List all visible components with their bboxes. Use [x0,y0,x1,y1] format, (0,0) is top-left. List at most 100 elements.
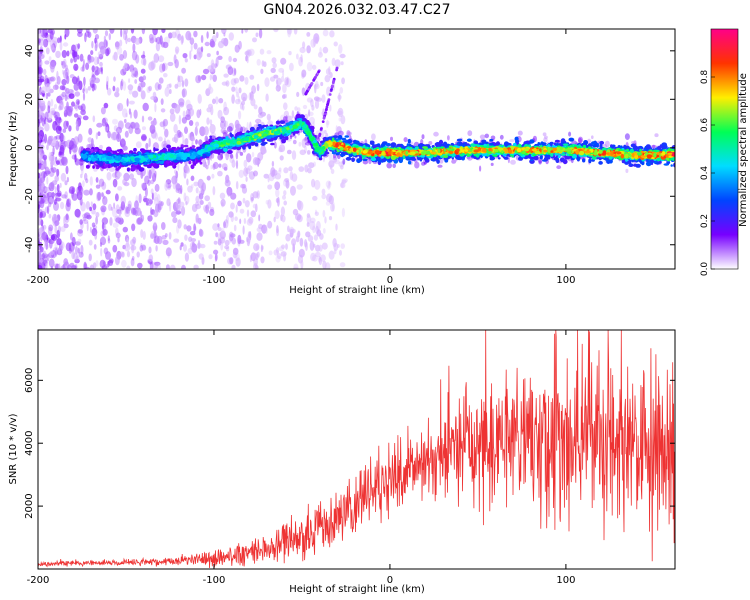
spectrogram-noise-mark [48,56,52,62]
spectrogram-noise-mark [160,98,164,105]
spectrogram-noise-mark [54,247,58,257]
spectrogram-noise-mark [128,100,135,105]
spectrogram-noise-mark [288,166,293,172]
spectrogram-noise-mark [38,147,42,153]
spectrogram-noise-mark [38,196,41,202]
spectrogram-noise-mark [142,197,150,203]
spectrogram-ridge-mark [275,120,281,125]
spectrogram-noise-mark [260,256,265,264]
spectrogram-noise-mark [101,207,106,216]
spectrogram-ridge-mark [341,137,347,141]
spectrogram-noise-mark [102,181,105,187]
spectrogram-noise-mark [160,201,164,207]
spectrogram-noise-mark [120,195,126,206]
spectrogram-noise-mark [41,231,48,241]
spectrogram-noise-mark [98,53,104,60]
spectrogram-noise-mark [148,169,152,180]
spectrogram-noise-mark [131,70,135,75]
spectrogram-noise-mark [218,163,222,168]
spectrogram-noise-mark [118,210,122,217]
spectrogram-noise-mark [54,220,60,227]
spectrogram-noise-mark [160,108,166,113]
spectrogram-ridge-mark [505,143,509,146]
spectrogram-noise-mark [43,197,50,204]
spectrogram-noise-mark [306,61,313,72]
spectrogram-noise-mark [296,91,300,97]
spectrogram-noise-mark [77,247,81,254]
spectrogram-noise-mark [293,263,299,269]
spectrogram-noise-mark [233,224,237,232]
spectrogram-noise-mark [55,125,62,135]
spectrogram-noise-mark [83,219,89,225]
spectrogram-ridge-mark [90,149,93,154]
spectrogram-noise-mark [274,210,280,220]
spectrogram-ridge-mark [583,140,589,145]
spectrogram-noise-mark [114,91,120,98]
spectrogram-noise-mark [89,226,92,233]
spectrogram-noise-mark [283,93,287,99]
spectrogram-halo-mark [517,130,523,136]
spectrogram-noise-mark [301,87,306,96]
spectrogram-ridge-mark [592,144,598,148]
spectrogram-ridge-mark [377,143,381,147]
spectrogram-noise-mark [38,38,41,44]
spectrogram-noise-mark [283,167,289,174]
spectrogram-noise-mark [224,245,230,250]
spectrogram-noise-mark [135,141,142,149]
spectrogram-noise-mark [163,73,168,78]
spectrogram-noise-mark [184,126,188,134]
spectrogram-noise-mark [339,53,346,59]
spectrogram-noise-mark [219,192,226,200]
spectrogram-noise-mark [321,193,327,200]
spectrogram-noise-mark [51,167,57,173]
spectrogram-noise-mark [313,83,320,90]
spectrogram-ridge-mark [588,158,592,164]
spectrogram-noise-mark [256,232,263,241]
spectrogram-noise-mark [41,253,45,260]
spectrogram-noise-mark [195,217,199,224]
spectrogram-noise-mark [294,106,298,111]
spectrogram-noise-mark [131,255,135,261]
spectrogram-noise-mark [89,176,93,186]
spectrogram-noise-mark [246,121,249,132]
spectrogram-noise-mark [235,152,239,160]
spectrogram-noise-mark [119,138,126,148]
spectrogram-noise-mark [306,32,311,37]
spectrogram-noise-mark [300,259,304,269]
spectrogram-noise-mark [148,61,155,71]
spectrogram-noise-mark [148,137,151,148]
spectrogram-noise-mark [205,88,211,97]
spectrogram-halo-mark [509,139,515,143]
spectrogram-noise-mark [314,251,321,258]
spectrogram-noise-mark [247,231,251,239]
spectrogram-noise-mark [208,254,213,260]
spectrogram-noise-mark [64,29,70,38]
spectrogram-noise-mark [198,229,204,237]
spectrogram-halo-mark [332,153,337,159]
spectrogram-noise-mark [39,257,45,267]
spectrogram-noise-mark [203,208,207,213]
spectrogram-noise-mark [108,33,112,41]
spectrogram-noise-mark [100,48,106,54]
spectrogram-ridge-mark [344,135,350,138]
spectrogram-ridge-mark [210,150,213,155]
spectrogram-noise-mark [74,208,81,218]
spectrogram-ridge-mark [549,141,554,145]
spectrogram-noise-mark [48,213,52,219]
spectrogram-noise-mark [132,90,139,98]
spectrogram-noise-mark [91,40,94,49]
spectrogram-noise-mark [309,116,315,125]
spectrogram-noise-mark [227,187,231,197]
spectrogram-noise-mark [212,98,216,105]
spectrogram-noise-mark [57,37,61,44]
spectrogram-noise-mark [204,195,210,202]
spectrogram-noise-mark [143,195,148,203]
spectrogram-noise-mark [157,193,161,204]
spectrogram-noise-mark [107,235,110,242]
spectrogram-ridge-mark [407,138,411,144]
spectrogram-noise-mark [111,207,118,218]
spectrogram-halo-mark [342,158,346,165]
spectrogram-noise-mark [141,182,146,190]
spectrogram-noise-mark [237,200,242,207]
spectrogram-noise-mark [64,94,68,102]
